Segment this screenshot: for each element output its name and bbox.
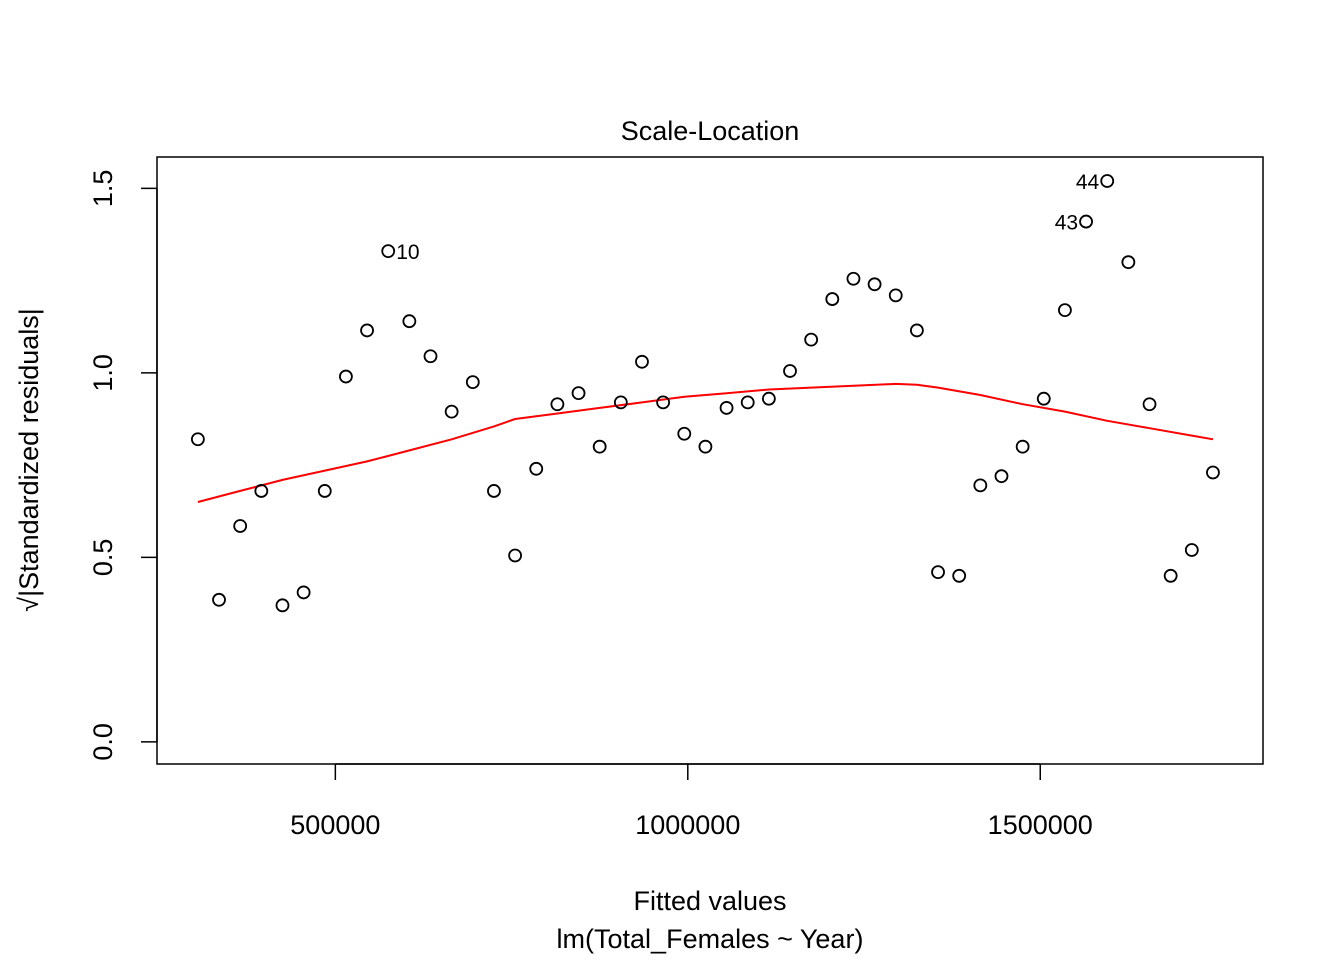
data-point [402,314,417,329]
point-id-label: 43 [1055,212,1078,235]
data-point [1142,397,1157,412]
data-point [677,426,692,441]
data-point [719,401,734,415]
y-tick-label: 0.0 [88,723,118,761]
data-point [360,323,374,338]
data-point [212,592,226,607]
data-point [994,469,1009,484]
point-id-label: 10 [396,241,419,264]
y-axis-label: √|Standardized residuals| [14,308,44,612]
y-axis: 0.0 0.5 1.0 1.5 [88,170,158,761]
point-id-label: 44 [1076,171,1100,194]
y-tick-label: 1.0 [88,354,118,392]
data-point [339,369,353,384]
data-point [296,585,311,600]
data-point [592,439,607,454]
data-point [613,395,628,410]
model-formula-label: lm(Total_Females ~ Year) [557,924,864,954]
data-point [825,292,840,306]
data-point [571,386,586,401]
data-point [465,375,480,389]
data-point [698,439,713,454]
data-point [656,395,671,410]
data-point [190,432,205,447]
y-tick-label: 0.5 [88,539,118,577]
data-point [846,271,861,286]
data-point [888,288,903,303]
smooth-line-layer [197,382,1214,503]
data-point [761,391,776,406]
y-tick-label: 1.5 [88,170,118,208]
data-point [1206,465,1220,480]
data-point [1184,543,1199,557]
data-point [952,568,967,583]
data-point [867,277,882,292]
data-point [909,323,924,338]
data-point [1015,439,1030,454]
data-point [1121,255,1136,270]
data-point [635,354,649,369]
lowess-smooth-line [197,382,1214,503]
x-axis: 500000 1000000 1500000 [290,763,1093,840]
data-point [529,461,544,476]
data-point [1163,568,1178,583]
data-point [317,484,332,498]
data-point [550,397,565,412]
points-layer [190,174,1220,613]
data-point [1079,214,1093,229]
data-point [508,548,522,563]
x-axis-label: Fitted values [633,886,786,916]
data-point [254,484,269,498]
x-tick-label: 500000 [290,810,380,840]
data-point [1058,303,1072,318]
chart-title: Scale-Location [621,116,800,146]
data-point [1036,391,1051,406]
data-point [804,332,819,347]
data-point [381,244,396,258]
annotation-layer: 10 43 44 [396,171,1099,264]
x-tick-label: 1500000 [988,810,1093,840]
plot-frame [156,156,1264,765]
data-point [423,349,438,364]
data-point [444,404,459,419]
data-point [275,598,290,613]
data-point [1100,174,1115,188]
x-tick-label: 1000000 [635,810,740,840]
data-point [931,565,945,580]
data-point [973,478,988,493]
data-point [487,484,501,498]
data-point [783,364,797,378]
data-point [233,519,248,533]
data-point [740,395,755,410]
